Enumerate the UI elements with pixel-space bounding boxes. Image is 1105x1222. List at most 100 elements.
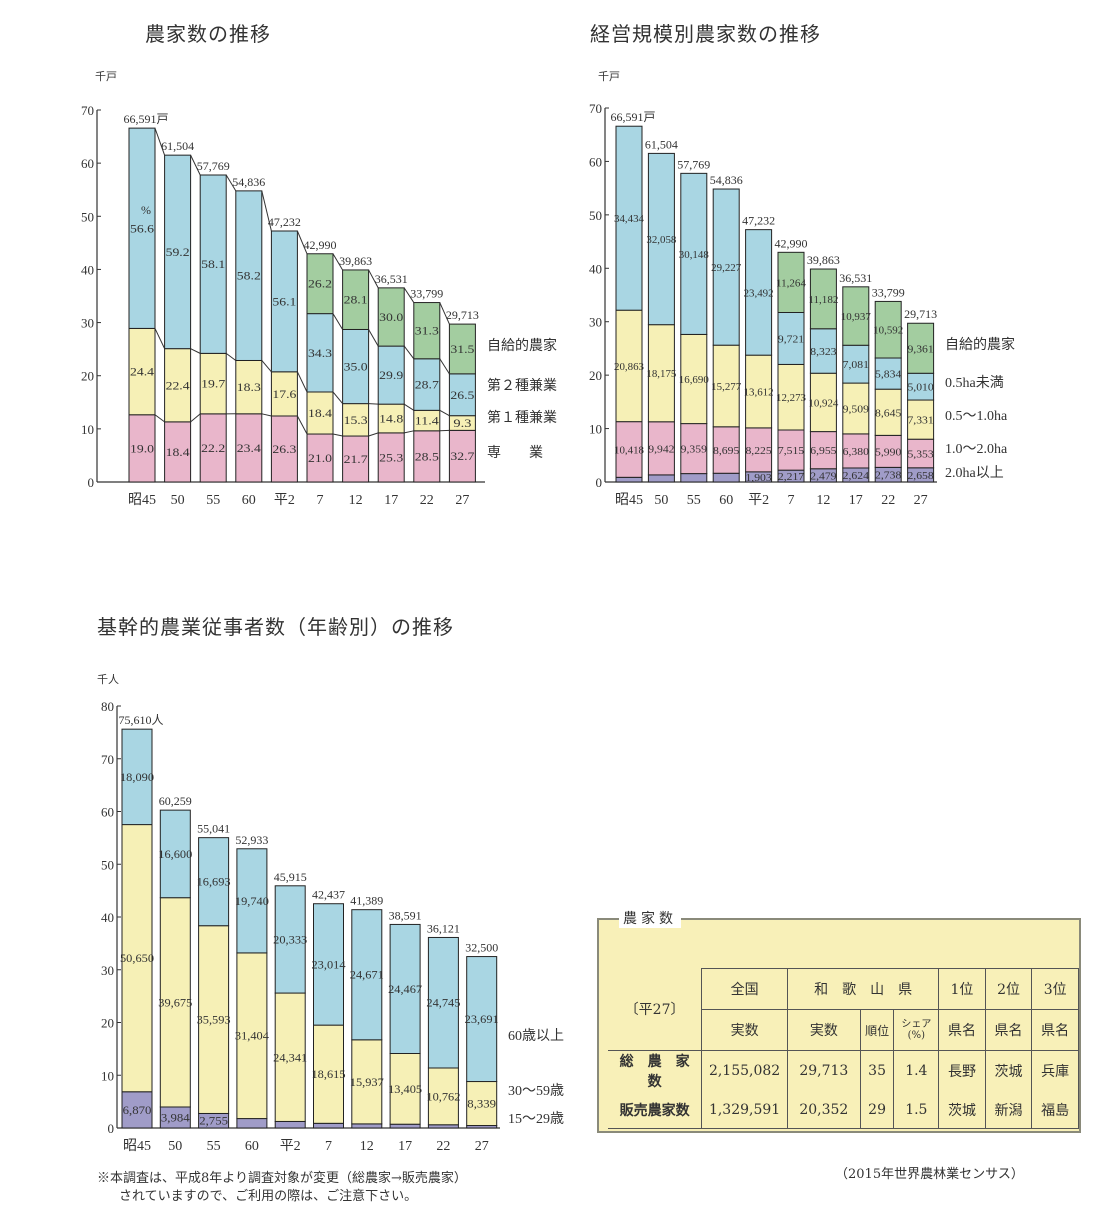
segment-label: 8,323 [810,347,836,358]
x-tick-label: 55 [207,1139,221,1154]
bar-total-label: 61,504 [645,137,678,151]
segment-label: 12,273 [776,393,806,404]
bar-segment [466,1081,498,1127]
segment-label: 23,492 [744,288,774,299]
bar-segment [809,268,837,330]
legend-label: 0.5～1.0ha [945,409,1008,424]
bar-segment [389,923,421,1054]
segment-label: 2,624 [843,471,870,482]
bar-segment [647,324,675,423]
bar-segment [712,426,740,474]
connector-line [261,413,272,417]
connector-line [190,413,201,423]
bar-segment [842,382,870,435]
bar-total-label: 39,863 [807,253,840,267]
connector-line [332,253,344,271]
segment-label: 24.4 [130,365,154,379]
y-axis-unit: 千人 [97,673,119,686]
bar-segment [777,363,805,431]
connector-line [403,287,415,303]
segment-label: 18.4 [166,445,190,459]
bar-segment [274,992,306,1122]
segment-label: 24,467 [388,984,422,996]
segment-label: 1,903 [745,473,771,484]
table-row: 総 農 家 数 2,155,082 29,713 35 1.4 長野 茨城 兵庫 [608,1050,1079,1091]
segment-label: 15.3 [344,413,368,427]
bar-total-label: 42,990 [304,238,337,252]
bar-segment [842,433,870,469]
segment-label: 22.2 [201,441,225,455]
source-citation: （2015年世界農林業センサス） [835,1167,1024,1182]
bar-segment [777,429,805,471]
header-wakayama: 和 歌 山 県 [786,968,940,1010]
bar-segment [236,1118,268,1129]
bar-segment [647,152,675,326]
connector-line [404,430,414,434]
bar-segment [680,172,708,335]
chart3-title: 基幹的農業従事者数（年齢別）の推移 [97,615,454,639]
bar-total-label: 29,713 [904,307,937,321]
bar-total-label: 61,504 [161,139,194,153]
bar-segment [745,229,773,356]
y-tick-label: 30 [81,316,94,331]
segment-label: 18,615 [312,1069,346,1081]
segment-label: 30.0 [379,310,403,324]
segment-label: 10,924 [808,398,839,409]
bar-segment [121,728,153,826]
legend-label: 専 業 [487,445,543,461]
bar-total-label: 33,799 [872,285,905,299]
segment-label: 28.5 [415,449,439,463]
bar-segment [907,322,935,374]
bar-segment [351,1039,383,1125]
y-tick-label: 30 [101,963,114,978]
bar-segment [615,421,643,478]
bar-segment [777,251,805,313]
header-rank1: 1位 [938,968,986,1010]
connector-line [190,348,201,354]
y-tick-label: 50 [101,857,114,872]
x-tick-label: 7 [325,1139,332,1154]
bar-segment [647,474,675,483]
segment-label: 9,359 [681,445,707,456]
segment-label: 13,612 [744,388,774,399]
bar-total-label: 60,259 [159,794,192,808]
table-corner: 〔平27〕 [608,968,703,1051]
segment-label: 11,264 [776,278,807,289]
y-tick-label: 70 [589,101,602,116]
y-tick-label: 60 [81,156,94,171]
segment-label: 24,745 [426,998,460,1010]
table-cell: 1.4 [893,1050,940,1091]
bar-total-label: 57,769 [197,159,230,173]
connector-line [368,403,379,405]
segment-label: 5,834 [875,370,902,381]
x-tick-label: 平2 [748,493,769,508]
segment-label: 20,863 [614,362,644,373]
connector-line [439,358,450,375]
bar-segment [270,230,298,373]
segment-label: 50,650 [120,953,154,965]
segment-label: 23,691 [465,1014,499,1026]
bar-segment [874,434,902,468]
segment-label: 5,353 [907,449,933,460]
x-tick-label: 50 [171,493,185,508]
segment-label: 10,592 [873,326,903,337]
bar-segment [777,311,805,365]
y-tick-label: 0 [108,1121,115,1136]
connector-line [225,352,237,361]
legend-label: 自給的農家 [487,337,557,354]
segment-label: 6,955 [810,446,836,457]
bar-segment [413,358,441,411]
bar-segment [159,897,191,1108]
segment-label: 24,341 [273,1052,307,1064]
farm-count-table: 〔平27〕 全国 和 歌 山 県 1位 2位 3位 実数 実数 順位 シェア(%… [608,968,1079,1129]
segment-label: 39,675 [158,997,192,1009]
bar-segment [615,125,643,311]
bar-segment [680,473,708,483]
table-cell: 29 [859,1091,895,1129]
bar-segment [427,936,459,1069]
segment-label: 18.4 [308,406,332,420]
segment-label: 11,182 [808,295,838,306]
legend-label: 自給的農家 [945,336,1015,353]
x-tick-label: 60 [719,493,733,508]
segment-label: 8,339 [467,1099,496,1111]
